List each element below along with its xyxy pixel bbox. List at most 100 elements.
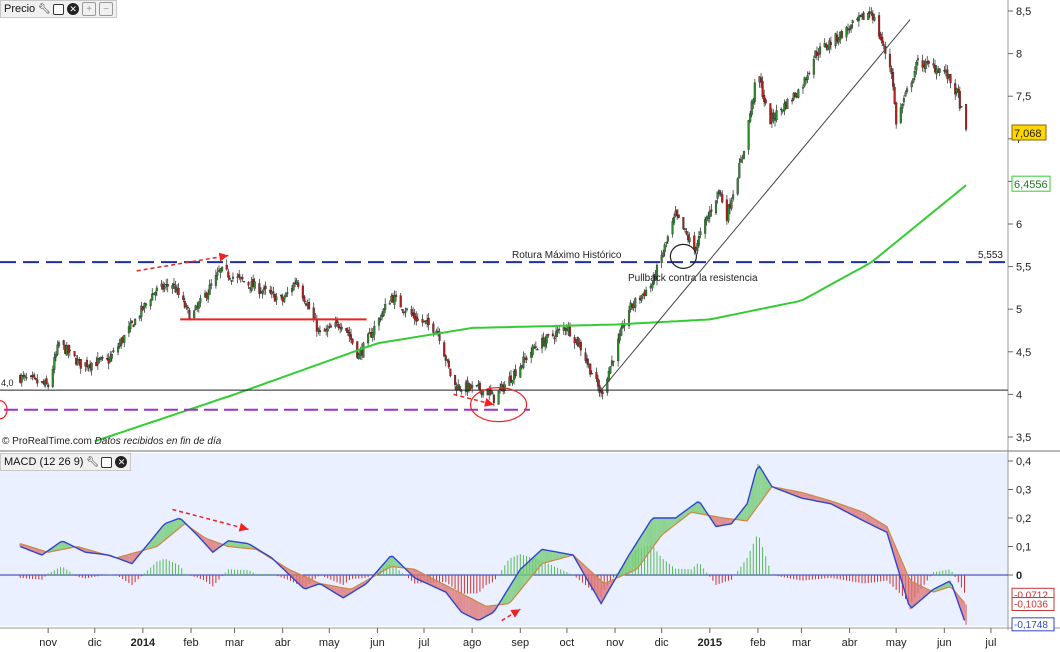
candle-body	[655, 264, 659, 281]
candle-body	[444, 355, 447, 361]
candle-body	[736, 178, 739, 195]
candle-body	[438, 331, 441, 341]
macd-y-tick-label: 0,3	[1016, 485, 1031, 497]
candle-body	[705, 217, 708, 221]
price-y-tick-label: 4,5	[1016, 347, 1031, 359]
candle-body	[893, 87, 896, 104]
candle-body	[932, 63, 935, 66]
candle-body	[727, 205, 730, 222]
candle-body	[915, 62, 918, 71]
candle-body	[862, 12, 865, 20]
candle-body	[25, 377, 28, 379]
candle-body	[123, 335, 126, 343]
price-red-arrow	[136, 252, 229, 272]
candle-body	[870, 12, 873, 15]
candle-body	[447, 360, 450, 368]
candle-body	[750, 101, 753, 115]
candle-body	[225, 264, 228, 270]
left-level-label: 4,0	[1, 378, 14, 388]
candle-body	[780, 108, 783, 111]
candle-body	[413, 313, 416, 320]
candle-body	[600, 390, 603, 393]
candle-body	[295, 280, 298, 285]
candle-body	[247, 282, 250, 286]
candle-body	[51, 369, 54, 387]
macd-y-tick-label: 0,1	[1016, 542, 1031, 554]
expand-icon[interactable]: +	[82, 2, 97, 16]
candle-body	[349, 334, 353, 340]
candle-body	[881, 37, 884, 44]
candle-body	[79, 359, 82, 369]
candle-body	[895, 102, 898, 125]
candle-body	[601, 391, 604, 394]
candle-body	[707, 215, 710, 219]
candle-body	[825, 44, 828, 48]
collapse-icon[interactable]: −	[99, 2, 114, 16]
candle-body	[606, 378, 609, 393]
candle-body	[904, 92, 907, 97]
candle-body	[568, 324, 572, 337]
candle-body	[231, 276, 235, 279]
candle-body	[53, 357, 56, 370]
candles-group	[19, 6, 968, 407]
candle-body	[666, 236, 669, 242]
candle-body	[696, 243, 699, 252]
data-credit: © ProRealTime.com Datos recibidos en fin…	[2, 436, 221, 447]
candle-body	[819, 46, 822, 55]
candle-body	[308, 302, 311, 310]
macd-panel-header: MACD (12 26 9) 🔧︎ ✕	[0, 453, 132, 471]
candle-body	[334, 322, 337, 327]
candle-body	[443, 342, 446, 357]
candle-body	[763, 95, 766, 102]
candle-body	[786, 98, 789, 109]
x-tick-label: nov	[39, 637, 57, 649]
candle-body	[393, 295, 396, 305]
candle-body	[362, 342, 365, 358]
candle-body	[377, 317, 381, 326]
candle-body	[395, 294, 398, 297]
candle-body	[432, 323, 435, 333]
price-y-tick-label: 7,5	[1016, 91, 1031, 103]
candle-body	[683, 228, 686, 230]
uptrend-line	[600, 19, 911, 391]
window-icon[interactable]	[53, 3, 65, 15]
close-icon[interactable]: ✕	[115, 456, 128, 468]
candle-body	[351, 338, 354, 344]
candle-body	[261, 290, 264, 294]
x-tick-label: feb	[750, 637, 765, 649]
close-icon[interactable]: ✕	[67, 3, 80, 15]
candle-body	[207, 292, 210, 300]
candle-body	[73, 350, 76, 356]
candle-body	[511, 379, 514, 384]
candle-body	[551, 333, 554, 337]
macd-value-label: -0,1748	[1014, 620, 1048, 631]
last-close-badge	[1011, 124, 1047, 141]
candle-body	[318, 330, 322, 333]
candle-body	[949, 74, 952, 84]
x-tick-label: mar	[225, 637, 244, 649]
candle-body	[76, 358, 79, 365]
candle-body	[645, 289, 648, 297]
candle-body	[228, 278, 231, 280]
candle-body	[892, 72, 895, 87]
window-icon[interactable]	[101, 456, 113, 468]
candle-body	[172, 283, 176, 286]
candle-body	[127, 326, 130, 334]
candle-body	[902, 98, 905, 103]
candle-body	[410, 309, 413, 315]
candle-body	[275, 296, 278, 301]
wrench-icon[interactable]: 🔧︎	[37, 3, 51, 15]
candle-body	[618, 333, 621, 341]
candle-body	[56, 344, 59, 355]
candle-body	[710, 209, 713, 212]
candle-body	[242, 281, 245, 283]
candle-body	[882, 44, 885, 46]
candle-body	[138, 316, 141, 319]
candle-body	[595, 372, 598, 380]
macd-y-tick-label: 0,2	[1016, 513, 1031, 525]
wrench-icon[interactable]: 🔧︎	[86, 456, 99, 468]
candle-body	[346, 329, 349, 334]
candle-body	[708, 211, 711, 218]
candle-body	[522, 356, 525, 369]
candle-body	[836, 34, 839, 42]
